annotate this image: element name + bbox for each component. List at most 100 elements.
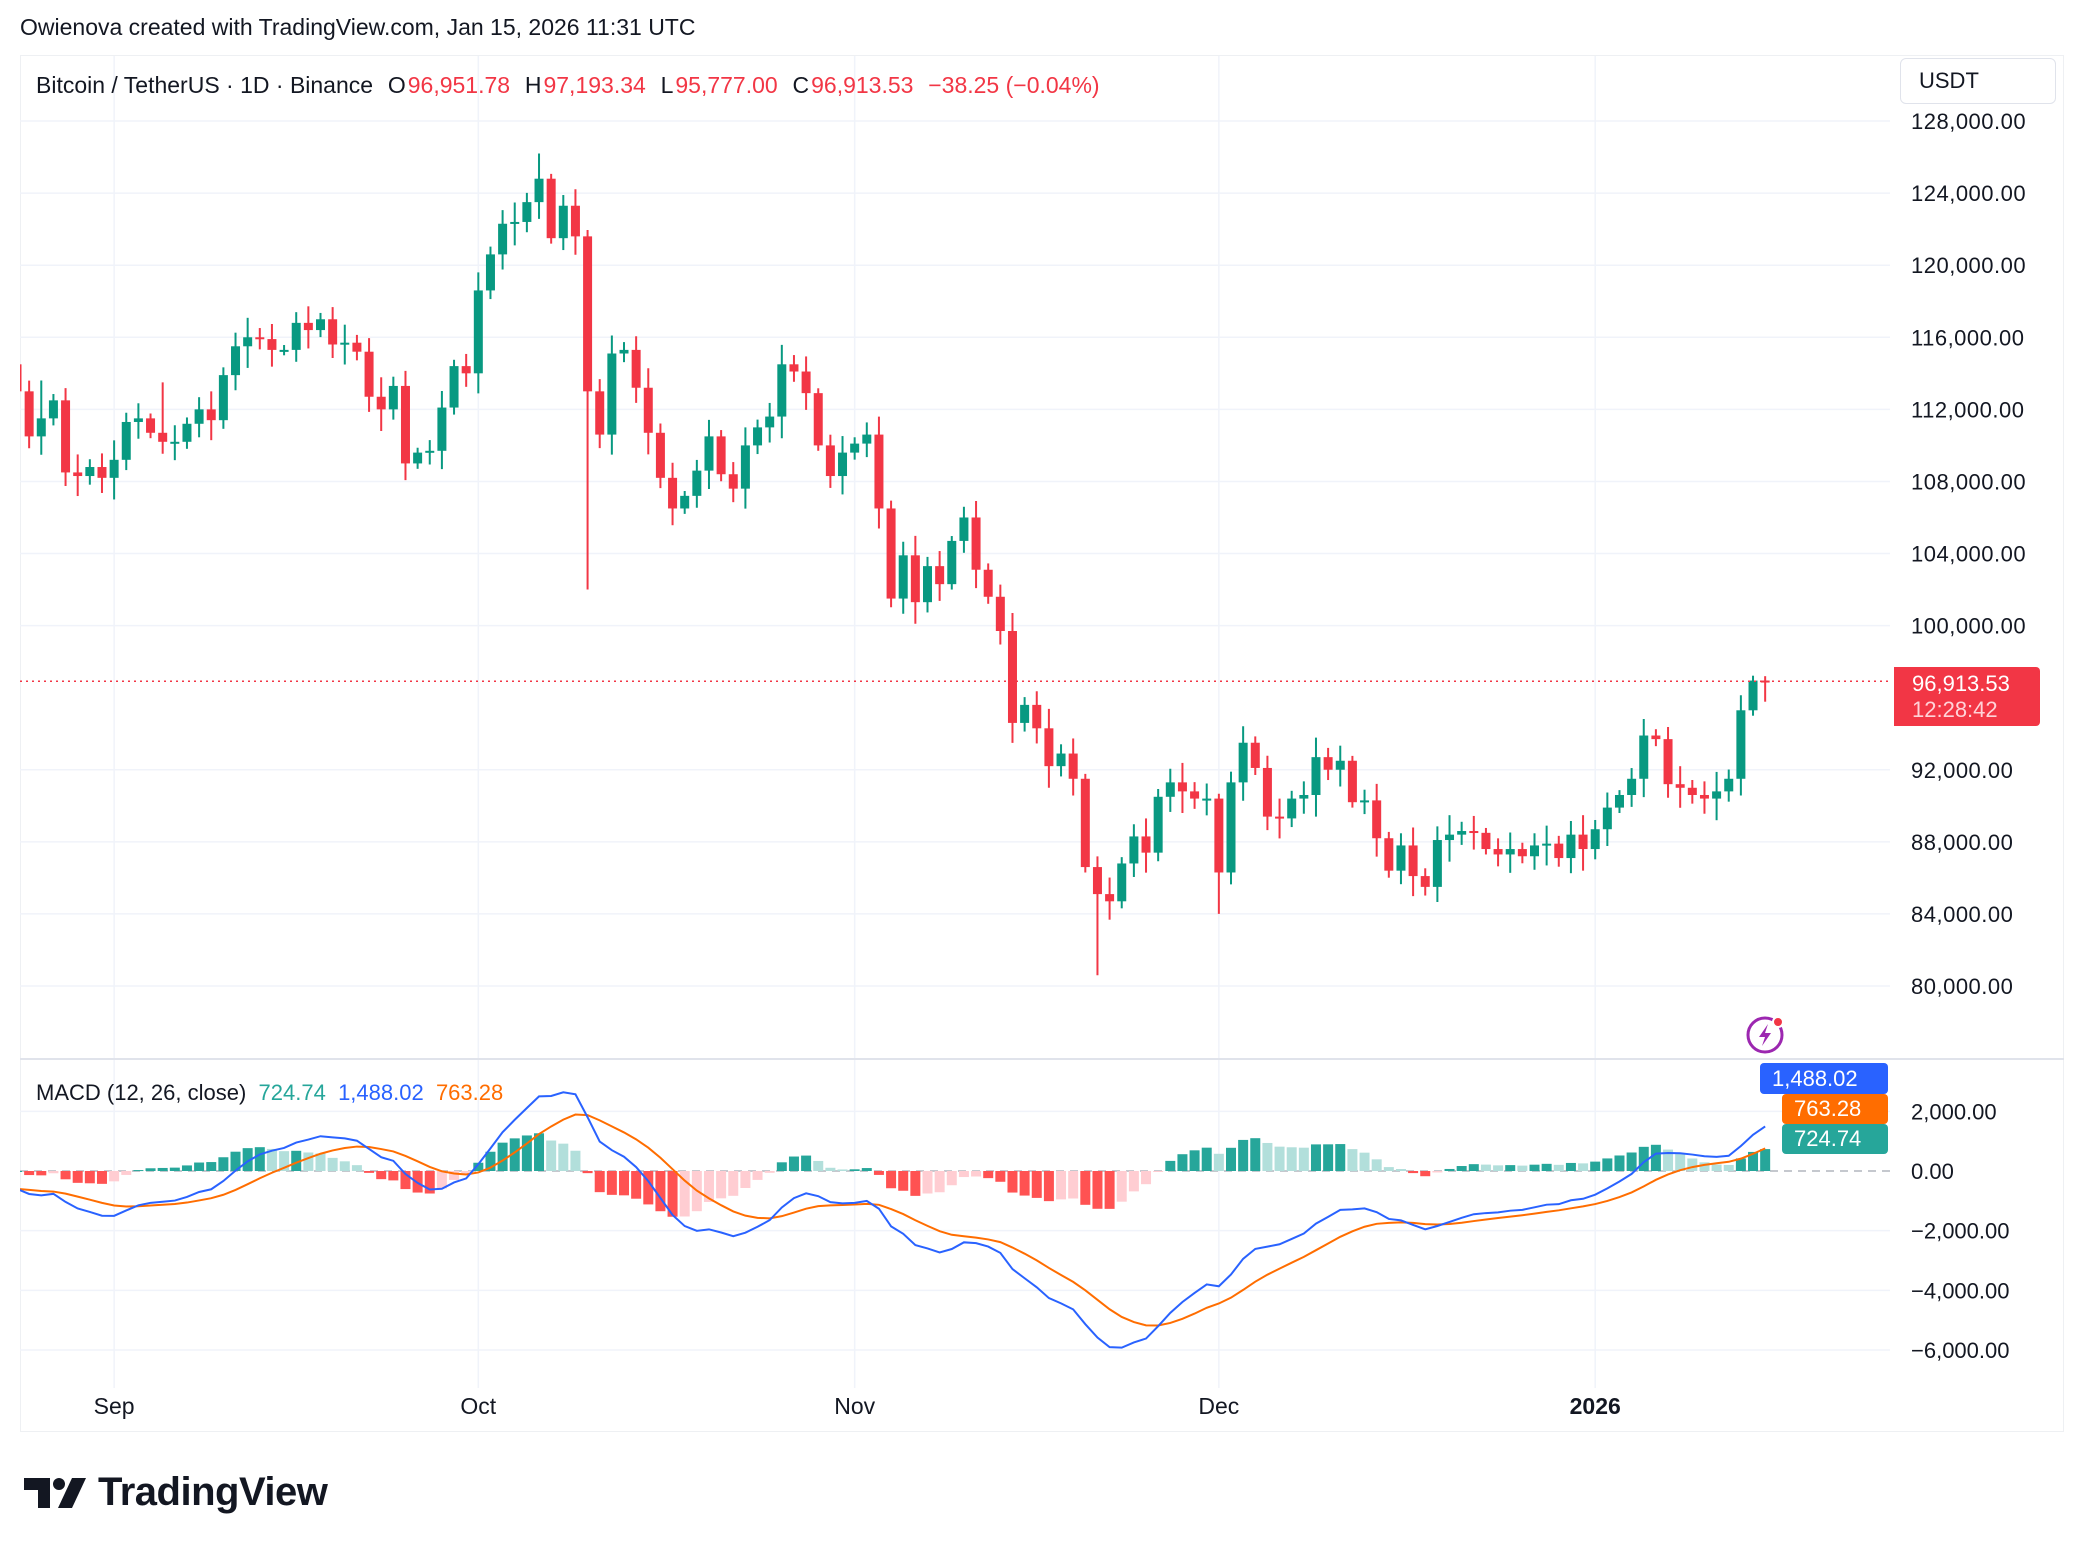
candle-body — [753, 427, 763, 446]
lightning-alert-icon[interactable] — [1745, 1013, 1787, 1055]
candle — [1250, 736, 1260, 775]
candle — [1275, 798, 1285, 839]
macd-histogram-value: 724.74 — [258, 1080, 326, 1105]
candle-body — [1056, 753, 1066, 767]
symbol-title[interactable]: Bitcoin / TetherUS · 1D · Binance — [36, 72, 374, 98]
candle — [1190, 782, 1200, 809]
macd-histogram-bar — [995, 1171, 1006, 1182]
candle — [935, 551, 945, 601]
currency-selector[interactable]: USDT — [1900, 58, 2056, 104]
candle-body — [388, 385, 398, 410]
macd-histogram-bar — [1711, 1164, 1722, 1171]
macd-histogram-bar — [254, 1147, 265, 1171]
candle — [1542, 825, 1552, 866]
candle-body — [194, 409, 204, 424]
candle — [583, 230, 593, 590]
candle-body — [1396, 845, 1406, 871]
macd-histogram-bar — [60, 1171, 71, 1180]
candle-body — [655, 432, 665, 478]
macd-title[interactable]: MACD (12, 26, close) — [36, 1080, 247, 1105]
macd-histogram-bar — [1505, 1165, 1516, 1171]
candle-body — [1262, 767, 1272, 817]
macd-histogram-bar — [1323, 1144, 1334, 1171]
candle-body — [1372, 800, 1382, 839]
candle — [1566, 821, 1576, 874]
candle-body — [825, 445, 835, 477]
candle-body — [546, 178, 556, 239]
candle-body — [1068, 753, 1078, 779]
time-axis-label: Oct — [460, 1393, 496, 1419]
macd-histogram-bar — [1517, 1165, 1528, 1171]
macd-histogram-bar — [1395, 1169, 1406, 1171]
candle — [1457, 821, 1467, 845]
macd-histogram-bar — [1031, 1171, 1042, 1198]
candle-body — [20, 364, 22, 392]
candle — [1639, 718, 1649, 798]
macd-histogram-bar — [521, 1135, 532, 1171]
candle — [400, 370, 410, 481]
macd-histogram-bar — [1565, 1162, 1576, 1171]
candle — [850, 437, 860, 460]
macd-histogram-bar — [958, 1171, 969, 1178]
candle — [716, 430, 726, 482]
macd-histogram-bar — [485, 1151, 496, 1171]
candle — [1432, 826, 1442, 903]
macd-histogram-bar — [861, 1168, 872, 1171]
candle-body — [1627, 778, 1637, 795]
macd-histogram-bar — [109, 1171, 120, 1182]
macd-histogram-bar — [1456, 1166, 1467, 1171]
open-label: O — [387, 72, 406, 98]
candle-body — [206, 409, 216, 421]
candle-body — [1432, 840, 1442, 887]
macd-histogram-bar — [509, 1138, 520, 1171]
candle — [1129, 824, 1139, 877]
macd-histogram-bar — [1335, 1144, 1346, 1171]
candle — [1469, 815, 1479, 850]
candle — [170, 425, 180, 461]
candle — [1165, 768, 1175, 812]
candle — [182, 417, 192, 449]
candle-body — [24, 391, 34, 437]
macd-histogram-bar — [206, 1162, 217, 1171]
candle-body — [1493, 849, 1503, 855]
candle — [303, 306, 313, 349]
candle — [1105, 877, 1115, 920]
macd-histogram-bar — [849, 1169, 860, 1171]
macd-line — [20, 1091, 1766, 1349]
candle-body — [1481, 832, 1491, 850]
candle — [1311, 737, 1321, 817]
candle-body — [1530, 845, 1539, 857]
macd-histogram-bar — [436, 1171, 447, 1189]
candle-body — [1165, 782, 1175, 797]
macd-histogram-bar — [1468, 1164, 1479, 1171]
candle — [206, 391, 216, 441]
candle — [73, 454, 83, 497]
macd-histogram-bar — [48, 1171, 59, 1174]
macd-histogram-bar — [1408, 1171, 1419, 1174]
macd-histogram-bar — [983, 1171, 994, 1179]
macd-histogram-bar — [910, 1171, 921, 1196]
candle-body — [340, 342, 350, 345]
open-value: 96,951.78 — [407, 72, 511, 98]
macd-histogram-bar — [327, 1157, 338, 1171]
candle — [1481, 827, 1491, 855]
macd-histogram-bar — [594, 1171, 605, 1193]
macd-histogram-bar — [1444, 1168, 1455, 1171]
macd-histogram-tag: 724.74 — [1782, 1124, 1888, 1154]
candle-body — [1311, 757, 1321, 795]
macd-histogram-bar — [1602, 1158, 1613, 1171]
macd-histogram-bar — [1165, 1160, 1176, 1171]
candle — [898, 541, 908, 614]
candle — [825, 434, 835, 488]
price-axis-label: 104,000.00 — [1911, 542, 2026, 567]
candle — [255, 328, 265, 350]
macd-axis-label: −2,000.00 — [1911, 1219, 2009, 1244]
candle-body — [1032, 704, 1042, 729]
tradingview-logo[interactable]: TradingView — [24, 1470, 328, 1515]
macd-histogram-bar — [764, 1171, 775, 1173]
candle-body — [267, 339, 277, 350]
candle-body — [947, 540, 957, 585]
macd-histogram-bar — [497, 1142, 508, 1171]
macd-histogram-bar — [546, 1140, 557, 1171]
